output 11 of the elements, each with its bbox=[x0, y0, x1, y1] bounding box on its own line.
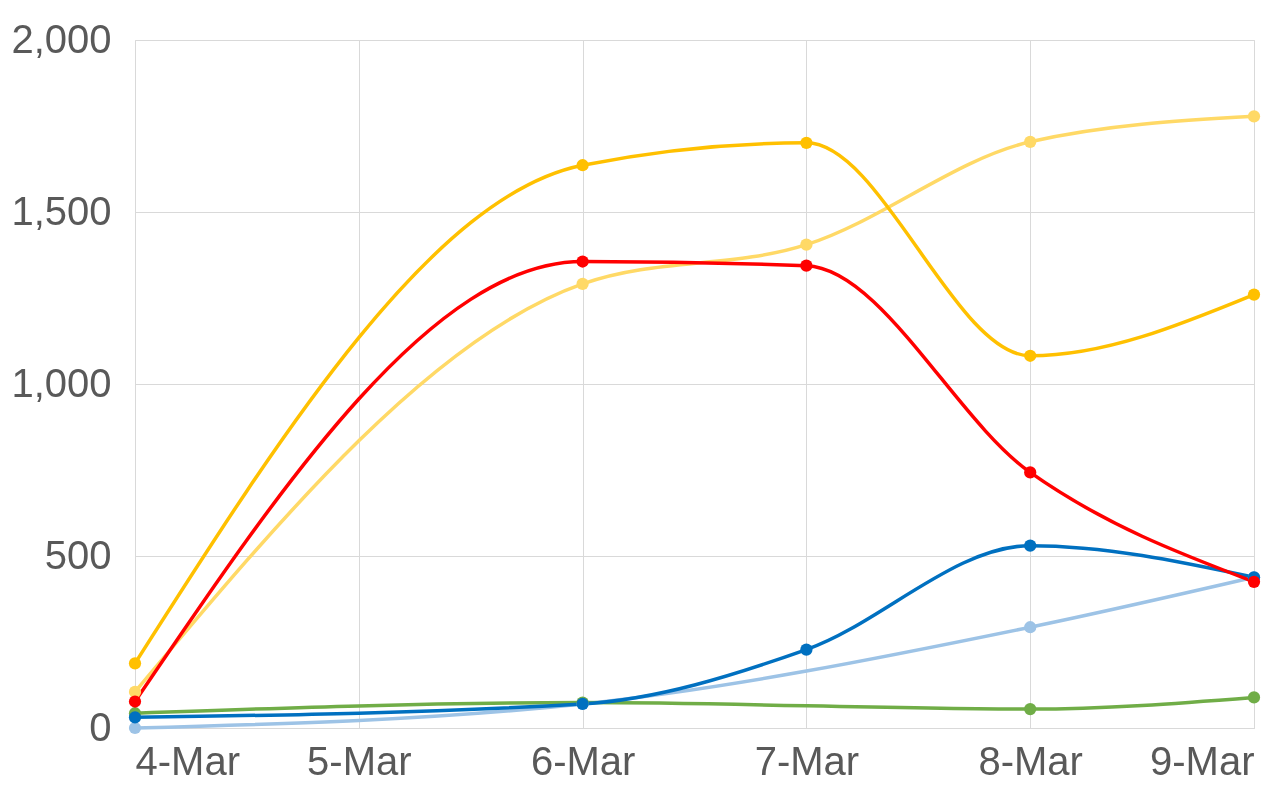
x-tick-label: 6-Mar bbox=[530, 738, 636, 783]
x-tick-label: 9-Mar bbox=[1150, 738, 1255, 783]
x-tick-label: 4-Mar bbox=[135, 738, 240, 783]
y-tick-label: 1,000 bbox=[11, 360, 112, 405]
y-tick-label: 1,500 bbox=[11, 188, 112, 233]
x-tick-label: 7-Mar bbox=[754, 738, 860, 783]
y-tick-label: 0 bbox=[89, 704, 112, 749]
y-tick-label: 2,000 bbox=[11, 16, 112, 61]
y-tick-label: 500 bbox=[44, 532, 112, 577]
x-tick-label: 5-Mar bbox=[307, 738, 412, 783]
x-tick-label: 8-Mar bbox=[978, 738, 1083, 783]
